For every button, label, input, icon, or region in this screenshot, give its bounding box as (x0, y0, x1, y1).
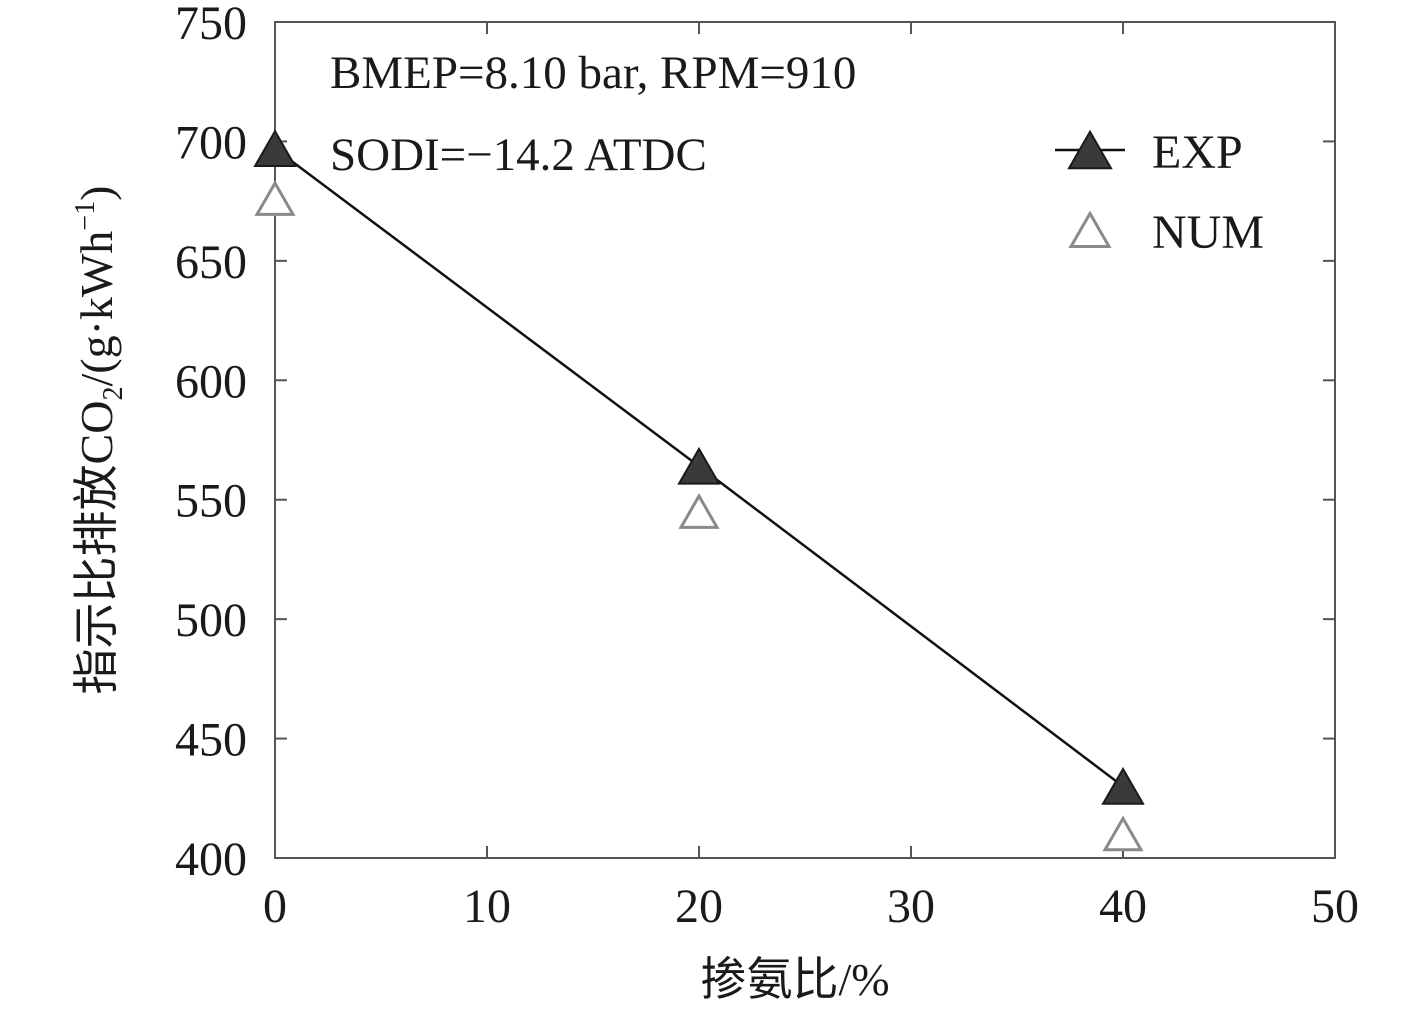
num-point (254, 180, 296, 216)
y-tick-label: 650 (175, 236, 247, 289)
legend-exp-marker (1067, 129, 1113, 170)
x-tick-label: 10 (463, 880, 511, 933)
y-axis-label-prefix: 指示比排放CO (71, 401, 122, 695)
num-point (678, 492, 720, 529)
y-tick-label: 400 (175, 833, 247, 886)
y-axis-label-subscript: 2 (98, 387, 129, 401)
series-layer (253, 129, 1145, 852)
y-tick-label: 550 (175, 475, 247, 528)
y-axis-label-superscript: −1 (70, 201, 101, 231)
exp-point (253, 129, 297, 167)
exp-point (677, 446, 721, 485)
num-point (1102, 815, 1144, 852)
x-tick-label: 0 (263, 880, 287, 933)
x-tick-label: 30 (887, 880, 935, 933)
annotation-line-2: SODI=−14.2 ATDC (330, 129, 707, 181)
exp-point (1101, 766, 1145, 805)
y-tick-label: 450 (175, 714, 247, 767)
x-tick-label: 20 (675, 880, 723, 933)
x-tick-label: 40 (1099, 880, 1147, 933)
legend: EXP NUM (1055, 126, 1264, 259)
y-axis-label-suffix: ) (71, 186, 122, 201)
y-axis-label: 指示比排放CO2/(g·kWh−1) (70, 186, 129, 695)
x-tick-label: 50 (1311, 880, 1359, 933)
annotation-line-1: BMEP=8.10 bar, RPM=910 (330, 47, 856, 99)
plot-frame (274, 21, 1336, 859)
y-axis-label-middle: /(g·kWh (71, 231, 122, 387)
axis-ticks: 0 10 20 30 40 50 400 450 500 550 600 650 700 750 (175, 0, 1359, 933)
legend-num-label: NUM (1152, 206, 1264, 259)
y-tick-label: 700 (175, 116, 247, 169)
y-tick-label: 750 (175, 0, 247, 50)
y-tick-label: 600 (175, 355, 247, 408)
x-axis-label: 掺氨比/% (700, 954, 889, 1005)
legend-exp-label: EXP (1152, 126, 1243, 179)
legend-num-marker (1068, 210, 1112, 249)
y-tick-label: 500 (175, 594, 247, 647)
